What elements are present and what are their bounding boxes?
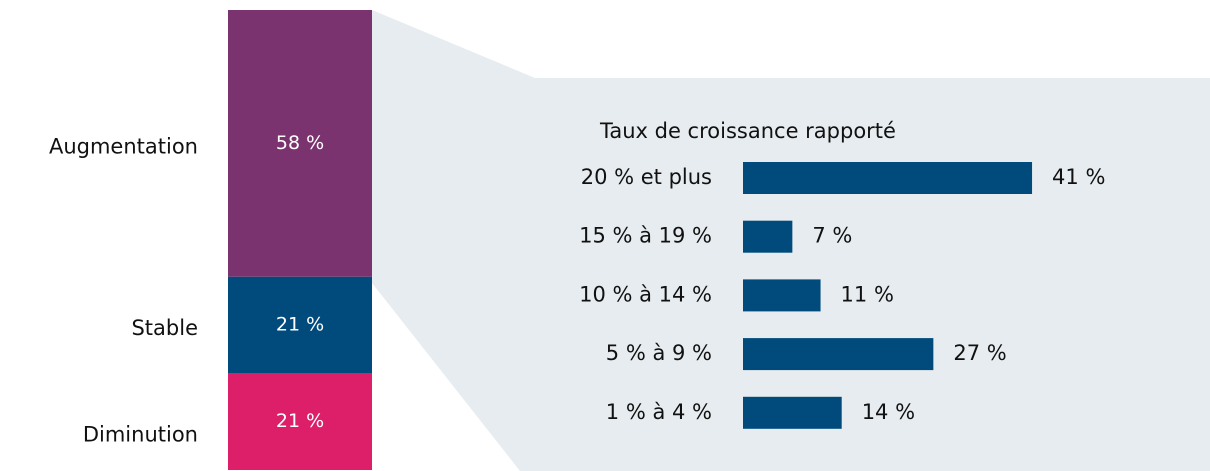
bar: [743, 279, 821, 312]
category-label: Augmentation: [49, 134, 198, 158]
value-label: 7 %: [812, 224, 852, 248]
category-label: 15 % à 19 %: [579, 224, 712, 248]
value-label: 14 %: [862, 400, 915, 424]
segment-label: 21 %: [276, 410, 324, 432]
value-label: 27 %: [953, 341, 1006, 365]
category-label: 20 % et plus: [581, 165, 712, 189]
category-label: 10 % à 14 %: [579, 282, 712, 306]
segment: [228, 373, 372, 470]
category-label: Diminution: [83, 423, 198, 447]
breakdown-title: Taux de croissance rapporté: [599, 119, 896, 143]
bar: [743, 338, 934, 371]
bar: [743, 220, 793, 253]
segment: [228, 10, 372, 277]
value-label: 11 %: [841, 282, 894, 306]
segment: [228, 276, 372, 374]
bar: [743, 396, 842, 429]
category-label: 1 % à 4 %: [606, 400, 712, 424]
category-label: 5 % à 9 %: [606, 341, 712, 365]
category-label: Stable: [131, 316, 198, 340]
value-label: 41 %: [1052, 165, 1105, 189]
bar: [743, 162, 1033, 194]
segment-label: 58 %: [276, 132, 324, 154]
segment-label: 21 %: [276, 314, 324, 336]
